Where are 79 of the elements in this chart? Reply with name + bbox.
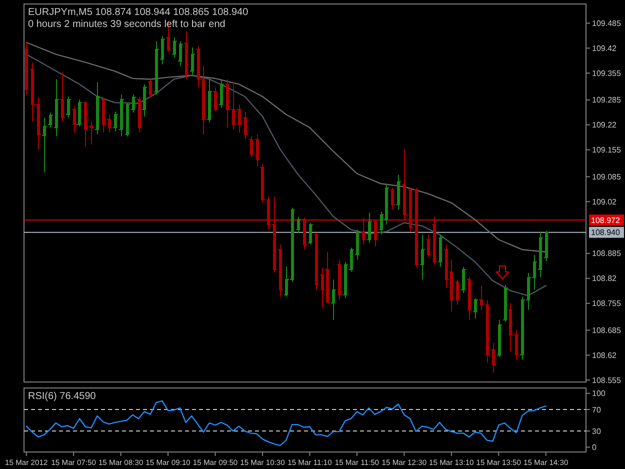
candlestick: [396, 174, 402, 210]
chart-title: RSI(6) 76.4590: [28, 391, 96, 402]
y-tick-label: 109.22: [592, 120, 618, 130]
candlestick: [142, 84, 148, 117]
candlestick: [296, 216, 302, 234]
candlestick: [348, 247, 354, 272]
y-tick-label: 108.82: [592, 274, 618, 284]
candlestick: [60, 72, 66, 122]
candlestick: [76, 99, 82, 127]
candlestick: [490, 342, 496, 374]
candlestick: [432, 216, 438, 266]
candlestick: [426, 234, 432, 258]
y-tick-label: 100: [592, 389, 606, 398]
candlestick: [82, 100, 88, 147]
candlestick: [118, 94, 124, 137]
candlestick: [178, 40, 184, 67]
candlestick: [212, 86, 218, 112]
candlestick: [94, 82, 100, 135]
candlestick: [24, 42, 30, 96]
candlestick: [184, 30, 190, 80]
y-tick-label: 109.085: [592, 172, 622, 182]
candlestick: [66, 96, 72, 118]
y-tick-label: 109.155: [592, 146, 622, 155]
candlestick: [302, 217, 308, 250]
candlestick: [372, 219, 378, 248]
candlestick: [190, 46, 196, 77]
y-tick-label: 108.685: [592, 326, 622, 335]
candlestick: [366, 212, 372, 244]
candlestick: [160, 36, 166, 65]
line-series: [26, 42, 546, 253]
candlestick: [278, 244, 284, 298]
y-tick-label: 109.42: [592, 44, 618, 53]
candlestick: [472, 297, 478, 320]
candlestick: [112, 110, 118, 132]
candlestick: [48, 112, 54, 128]
chart-title: EURJPYm,M5 108.874 108.944 108.865 108.940: [28, 7, 249, 18]
y-tick-label: 70: [592, 405, 602, 414]
y-tick-label: 0: [592, 442, 597, 452]
candlestick: [330, 279, 336, 320]
line-series: [26, 54, 546, 296]
candlestick: [242, 110, 248, 140]
candlestick: [438, 234, 444, 268]
y-tick-label: 108.62: [592, 350, 618, 360]
candlestick: [100, 96, 106, 134]
candlestick: [336, 259, 342, 300]
y-tick-label: 109.02: [592, 197, 618, 206]
y-tick-label: 109.485: [592, 18, 622, 28]
candlestick: [106, 114, 112, 134]
candlestick: [402, 148, 408, 220]
candlestick: [420, 234, 426, 280]
y-tick-label: 30: [592, 426, 602, 436]
y-tick-label: 109.285: [592, 96, 622, 105]
candlestick: [148, 78, 154, 98]
y-tick-label: 108.555: [592, 376, 622, 385]
candlestick: [206, 78, 212, 124]
candlestick: [390, 187, 396, 210]
candlestick: [254, 134, 260, 167]
y-tick-label: 108.755: [592, 299, 622, 308]
line-series: [26, 400, 546, 446]
candlestick: [236, 104, 242, 134]
ref-line-label: 108.940: [591, 228, 620, 238]
candlestick: [454, 279, 460, 306]
y-tick-label: 109.355: [592, 68, 622, 78]
candlestick: [42, 117, 48, 173]
candlestick: [172, 36, 178, 58]
candlestick: [466, 276, 472, 320]
candlestick: [218, 78, 224, 108]
y-tick-label: 108.885: [592, 249, 622, 258]
candlestick: [360, 217, 366, 246]
candlestick: [538, 231, 544, 278]
candlestick: [130, 94, 136, 114]
candlestick: [72, 106, 78, 134]
candlestick: [88, 120, 94, 145]
ref-line-label: 108.972: [591, 216, 620, 225]
candlestick: [54, 78, 60, 137]
candlestick: [248, 136, 254, 158]
candlestick: [154, 40, 160, 96]
candlestick: [460, 266, 466, 294]
candlestick: [354, 229, 360, 260]
